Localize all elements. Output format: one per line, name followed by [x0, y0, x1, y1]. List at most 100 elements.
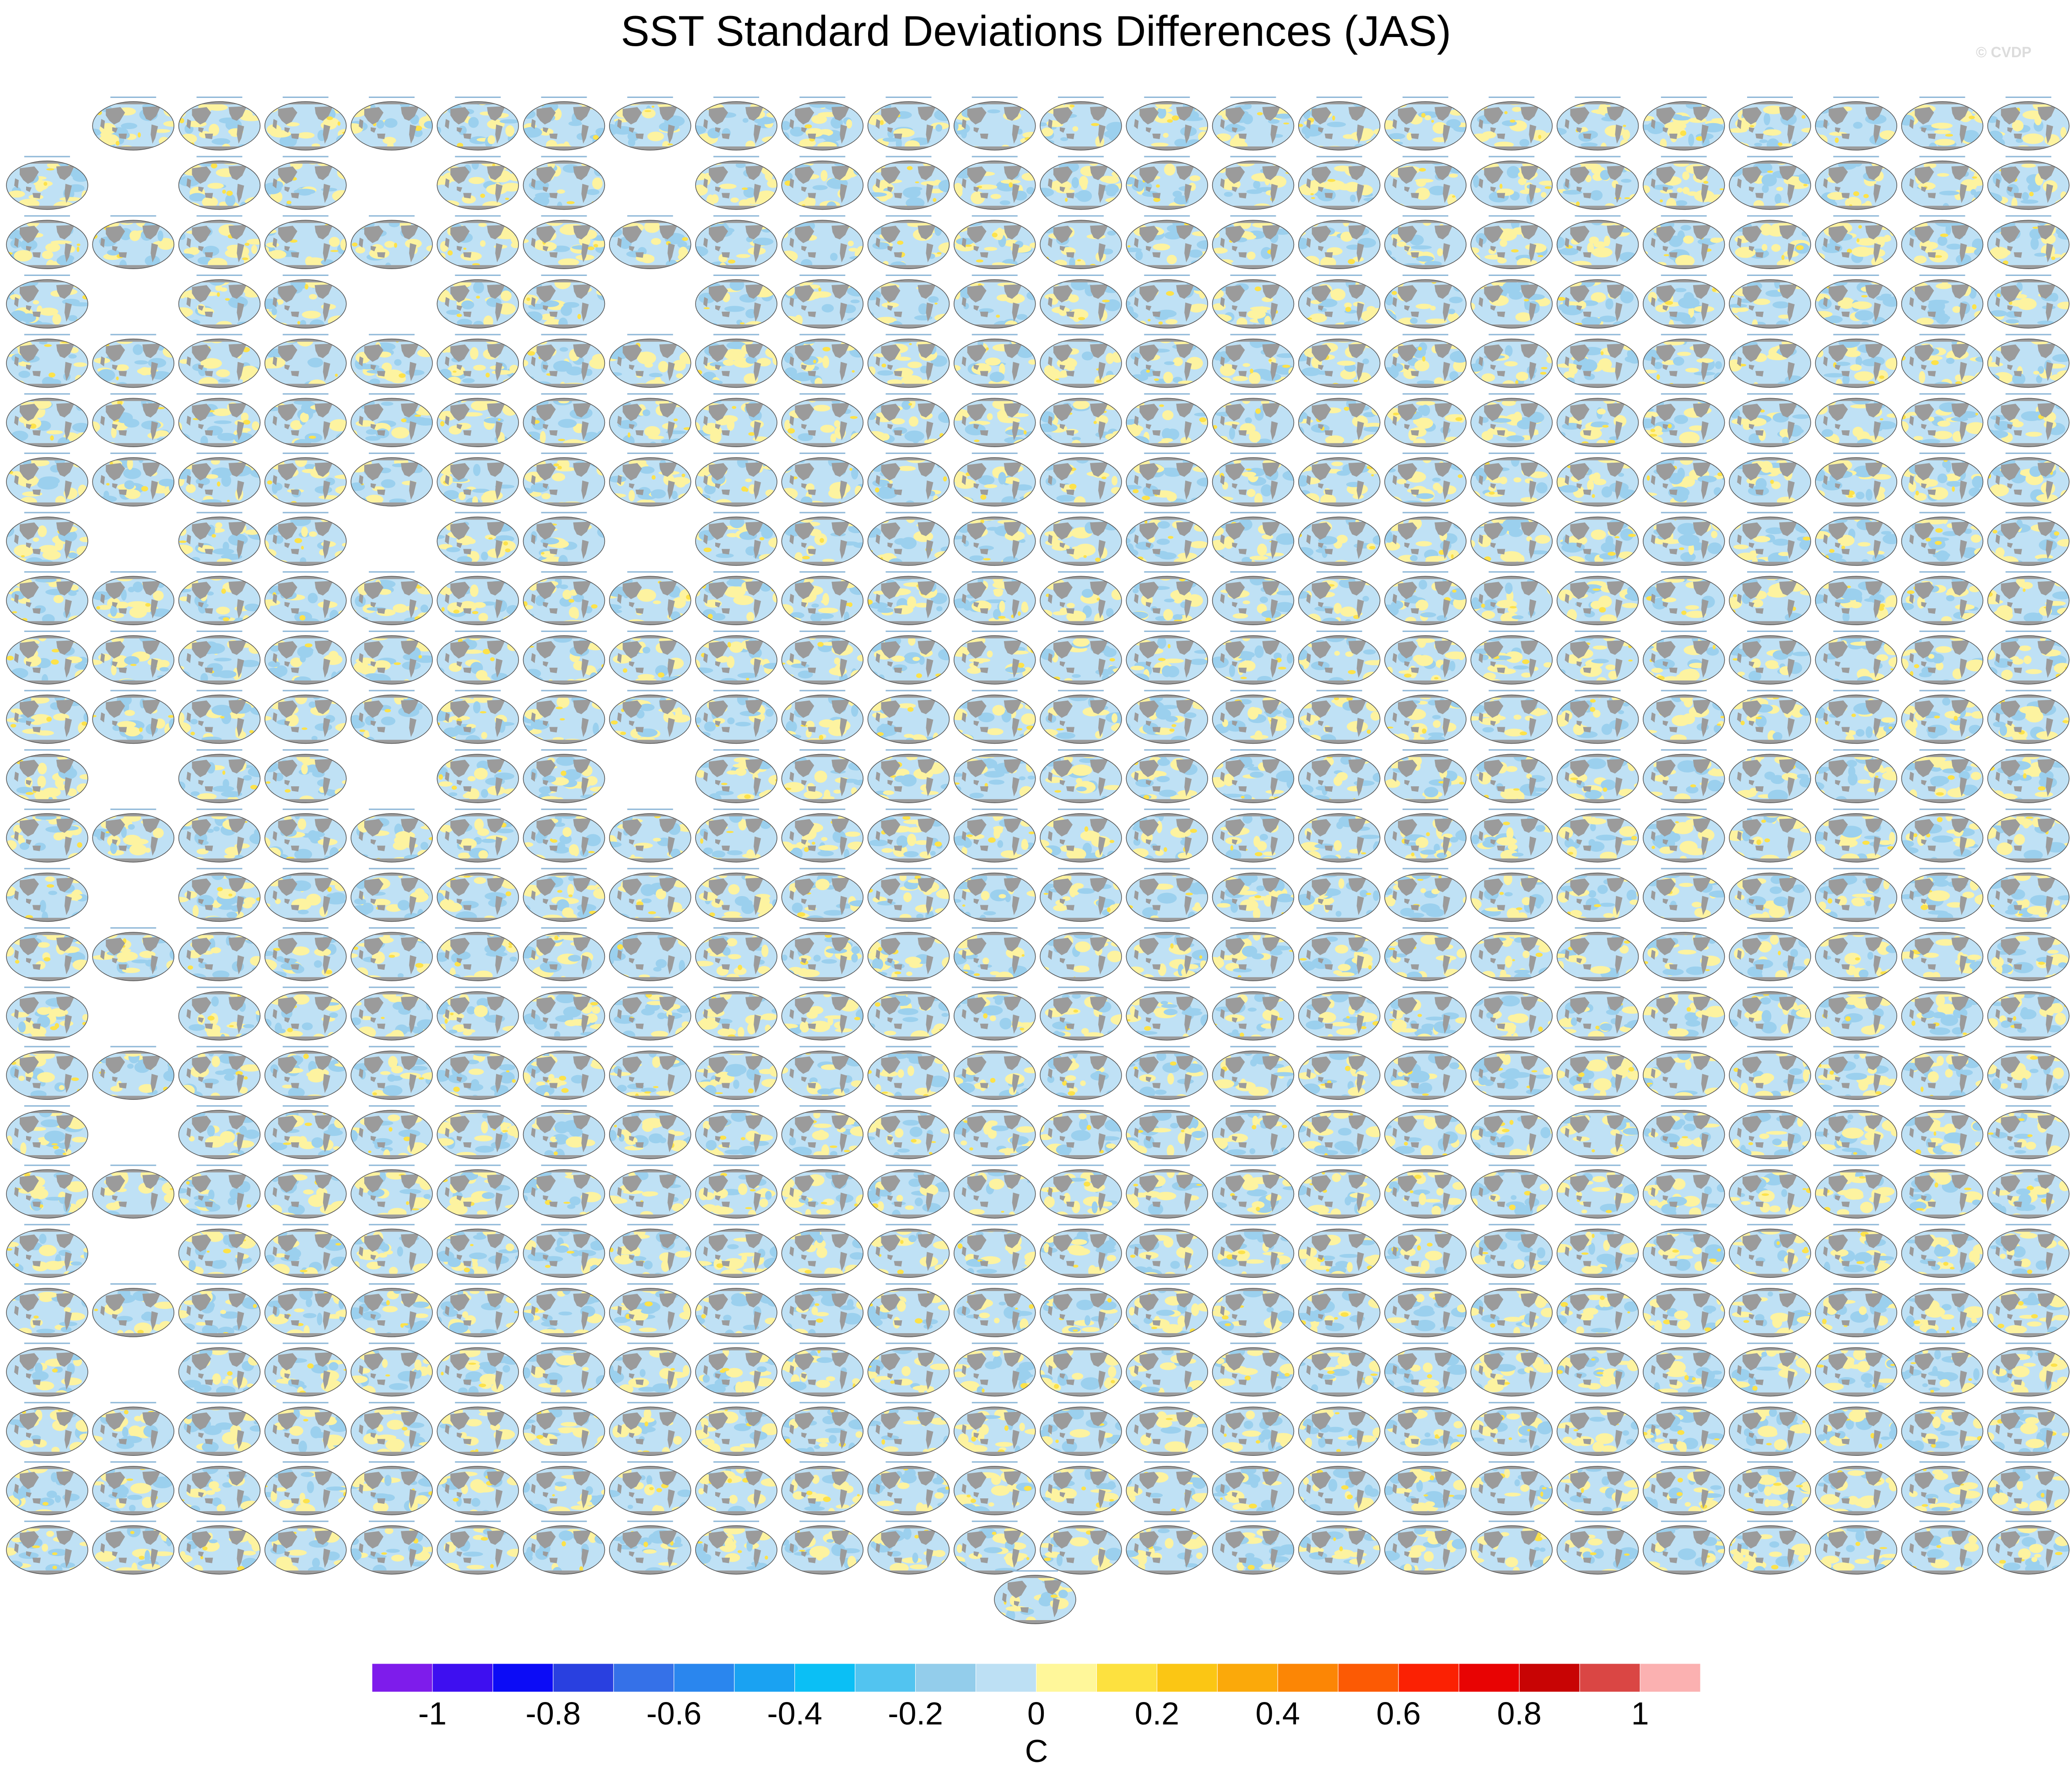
map-panel	[1729, 690, 1811, 744]
map-panel	[1556, 97, 1639, 151]
map-panel	[1556, 215, 1639, 270]
map-panel	[6, 215, 88, 270]
map-panel	[1815, 274, 1897, 329]
map-panel	[1384, 986, 1467, 1041]
map-panel	[178, 1224, 261, 1278]
map-panel	[1298, 393, 1381, 447]
map-panel	[1384, 749, 1467, 803]
map-panel	[1901, 393, 1984, 447]
map-panel	[92, 571, 174, 625]
map-panel	[1556, 1461, 1639, 1515]
map-panel	[1815, 630, 1897, 685]
map-panel	[695, 1283, 777, 1337]
map-panel	[867, 808, 950, 863]
map-panel	[1901, 1461, 1984, 1515]
map-panel	[1470, 1342, 1553, 1397]
map-panel	[1298, 215, 1381, 270]
map-panel	[1987, 1402, 2070, 1456]
map-panel	[1040, 452, 1122, 507]
map-panel	[781, 512, 863, 566]
map-panel	[1556, 986, 1639, 1041]
map-panel	[1298, 749, 1381, 803]
map-panel	[178, 986, 261, 1041]
map-panel	[609, 215, 691, 270]
map-panel	[351, 1461, 433, 1515]
map-panel	[6, 1105, 88, 1159]
map-panel	[1384, 334, 1467, 388]
map-panel	[351, 1164, 433, 1219]
map-panel	[523, 97, 605, 151]
map-panel	[954, 1402, 1036, 1456]
map-panel	[1298, 512, 1381, 566]
map-panel	[1729, 215, 1811, 270]
map-panel	[1298, 1105, 1381, 1159]
map-panel	[1470, 1105, 1553, 1159]
map-panel	[351, 927, 433, 981]
map-panel	[1729, 868, 1811, 922]
map-panel	[1298, 452, 1381, 507]
colorbar-tick-label: 0.8	[1497, 1696, 1541, 1731]
map-panel	[1556, 452, 1639, 507]
map-panel	[1126, 452, 1208, 507]
map-panel	[1384, 808, 1467, 863]
map-panel	[351, 215, 433, 270]
map-panel	[264, 808, 347, 863]
map-panel	[954, 690, 1036, 744]
map-panel	[437, 215, 519, 270]
map-panel	[1298, 97, 1381, 151]
map-panel	[1729, 1224, 1811, 1278]
map-panel	[781, 452, 863, 507]
map-panel	[1815, 452, 1897, 507]
map-panel	[351, 1402, 433, 1456]
map-panel	[1470, 452, 1553, 507]
map-panel	[437, 808, 519, 863]
map-panel	[1987, 97, 2070, 151]
map-panel	[1126, 868, 1208, 922]
map-panel	[1987, 452, 2070, 507]
map-panel	[1298, 1224, 1381, 1278]
map-panel	[1643, 1342, 1725, 1397]
map-panel	[1384, 97, 1467, 151]
map-panel	[867, 986, 950, 1041]
map-panel	[1384, 630, 1467, 685]
map-panel	[1298, 274, 1381, 329]
map-panel	[178, 749, 261, 803]
map-panel	[1126, 1046, 1208, 1100]
map-panel	[1212, 452, 1295, 507]
map-panel	[523, 868, 605, 922]
map-panel	[954, 1046, 1036, 1100]
map-panel	[1901, 1520, 1984, 1575]
map-panel	[1126, 986, 1208, 1041]
map-panel	[6, 1164, 88, 1219]
map-panel	[695, 334, 777, 388]
map-panel	[1470, 512, 1553, 566]
map-panel	[1643, 986, 1725, 1041]
map-panel	[178, 452, 261, 507]
map-panel	[264, 1283, 347, 1337]
map-panel	[1212, 393, 1295, 447]
map-panel	[781, 97, 863, 151]
map-panel	[1556, 1164, 1639, 1219]
map-panel	[1298, 1283, 1381, 1337]
colorbar-tick-label: 0.4	[1256, 1696, 1300, 1731]
map-panel	[1384, 1520, 1467, 1575]
map-panel	[437, 1105, 519, 1159]
map-panel	[264, 749, 347, 803]
map-panel	[954, 512, 1036, 566]
map-panel	[351, 1283, 433, 1337]
map-panel	[609, 1105, 691, 1159]
map-panel	[1040, 97, 1122, 151]
map-panel	[437, 1046, 519, 1100]
map-panel	[1212, 1342, 1295, 1397]
map-panel	[1470, 749, 1553, 803]
map-panel	[351, 1342, 433, 1397]
map-panel	[1470, 1461, 1553, 1515]
map-panel	[351, 571, 433, 625]
map-panel	[1212, 1283, 1295, 1337]
map-panel	[1987, 986, 2070, 1041]
map-panel	[6, 452, 88, 507]
map-panel	[695, 1105, 777, 1159]
map-panel	[1126, 512, 1208, 566]
map-panel	[92, 97, 174, 151]
map-panel	[1470, 215, 1553, 270]
